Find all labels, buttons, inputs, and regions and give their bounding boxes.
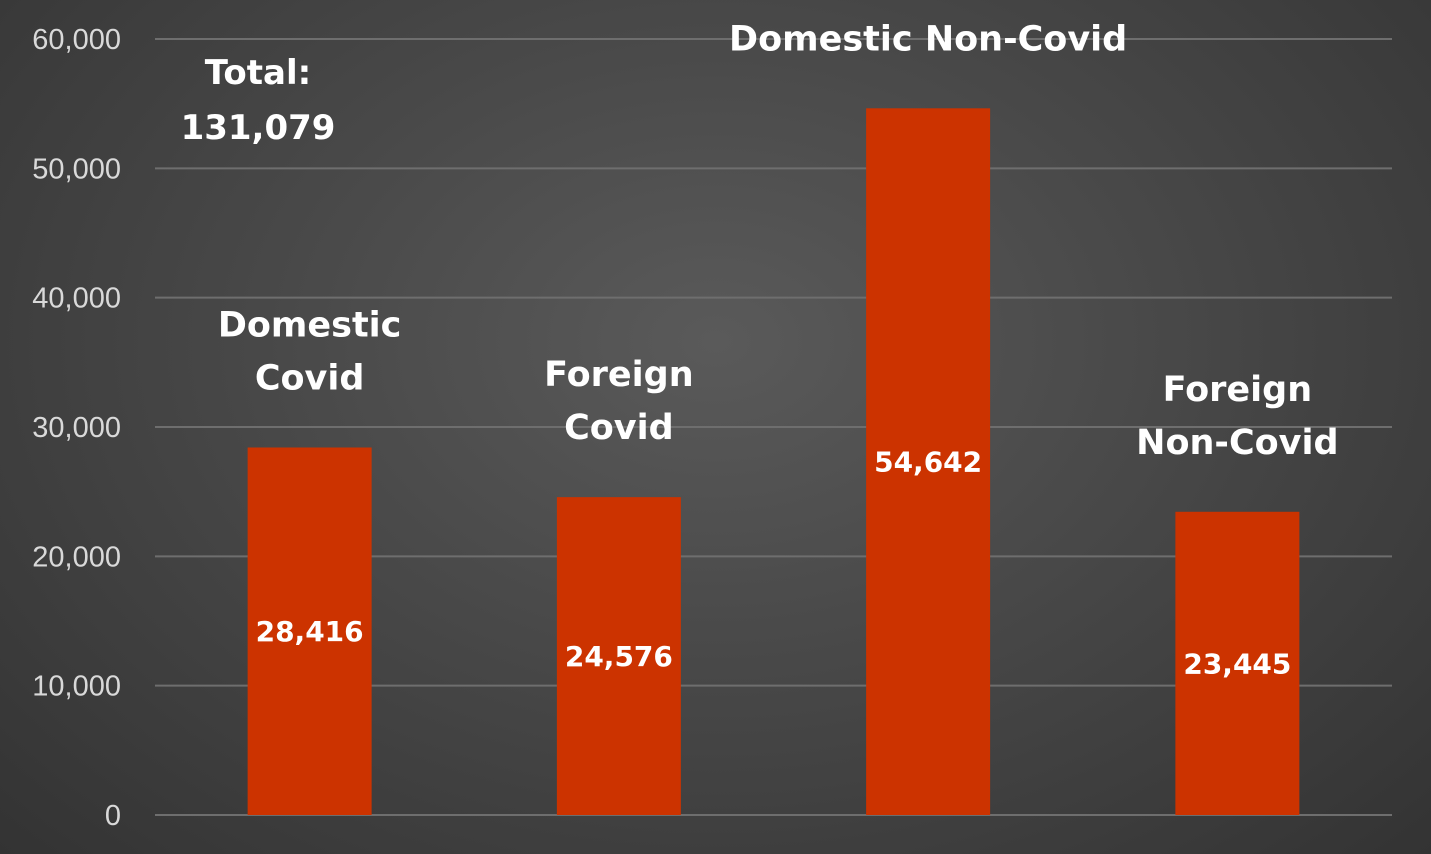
data-labels: 28,416 24,576 54,642 23,445 — [256, 446, 1292, 681]
category-label: Covid — [255, 358, 365, 398]
y-axis-ticks: 0 10,000 20,000 30,000 40,000 50,000 60,000 — [32, 24, 121, 832]
data-label: 54,642 — [874, 446, 982, 479]
total-annotation-line: 131,079 — [181, 108, 336, 148]
category-label: Domestic Non-Covid — [729, 19, 1127, 59]
category-label: Covid — [564, 408, 674, 448]
category-label: Non-Covid — [1136, 423, 1338, 463]
y-tick-label: 30,000 — [32, 412, 121, 444]
y-tick-label: 50,000 — [32, 153, 121, 185]
data-label: 28,416 — [256, 615, 364, 648]
bar — [1175, 511, 1300, 815]
y-tick-label: 0 — [105, 800, 121, 832]
y-tick-label: 10,000 — [32, 671, 121, 703]
category-label: Domestic — [218, 305, 402, 345]
total-annotation: Total: 131,079 — [181, 53, 336, 148]
data-label: 23,445 — [1183, 647, 1291, 680]
bar — [866, 108, 991, 815]
y-tick-label: 20,000 — [32, 541, 121, 573]
data-label: 24,576 — [565, 640, 673, 673]
total-annotation-line: Total: — [205, 53, 311, 93]
category-label: Foreign — [544, 355, 694, 395]
category-label: Foreign — [1163, 370, 1313, 410]
category-labels: Domestic Covid Foreign Covid Domestic Non-Co… — [218, 19, 1339, 462]
bars — [247, 108, 1300, 815]
bar — [247, 447, 372, 815]
bar — [556, 497, 681, 815]
y-tick-label: 40,000 — [32, 283, 121, 315]
y-tick-label: 60,000 — [32, 24, 121, 56]
